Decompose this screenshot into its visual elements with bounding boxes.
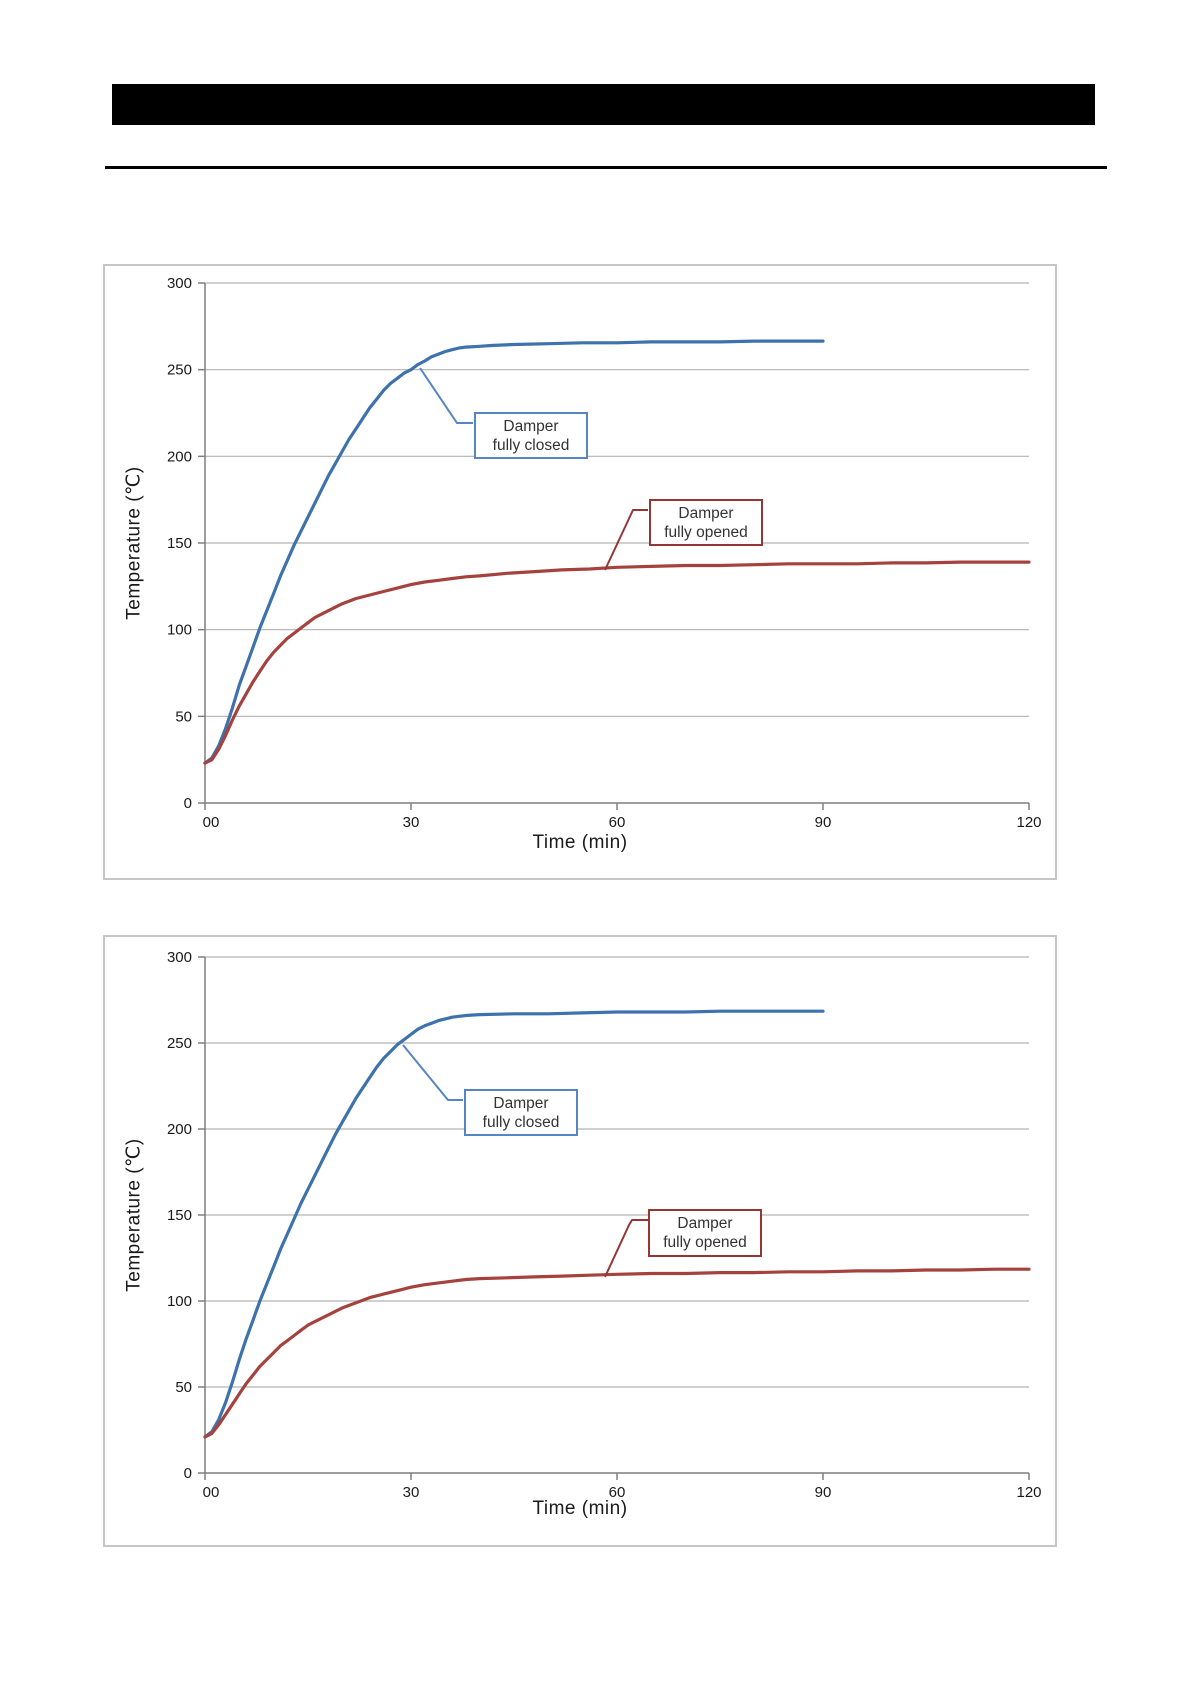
y-tick-label: 50 (175, 1379, 192, 1396)
y-tick-label: 0 (184, 795, 192, 812)
y-axis-title-top: Temperature (℃) (123, 466, 145, 620)
x-tick-label: 00 (203, 1484, 220, 1501)
series-line-damper-fully-opened (203, 560, 1031, 765)
callout-box-damper-fully-opened (648, 1209, 762, 1257)
series-line-damper-fully-closed (203, 1009, 825, 1439)
y-tick-label: 150 (167, 1207, 192, 1224)
y-axis-title-bottom: Temperature (℃) (123, 1138, 145, 1292)
x-axis-title-top: Time (min) (532, 832, 628, 853)
callout-label-damper-fully-opened: fully opened (664, 524, 748, 541)
callout-label-damper-fully-closed: fully closed (483, 1114, 560, 1131)
y-tick-label: 200 (167, 448, 192, 465)
series-line-damper-fully-closed (203, 339, 825, 765)
y-tick-label: 50 (175, 708, 192, 725)
x-tick-label: 30 (403, 1484, 420, 1501)
callout-line-damper-fully-opened (604, 509, 648, 571)
temperature-chart-top: 0 50 100 150 200 250 300 00 30 60 90 120 Damper fully… (167, 275, 1042, 831)
callout-label-damper-fully-opened: Damper (678, 505, 733, 522)
callout-line-damper-fully-closed (402, 1044, 463, 1101)
callout-box-damper-fully-closed (464, 1089, 578, 1136)
y-tick-label: 300 (167, 275, 192, 292)
temperature-chart-bottom: 0 50 100 150 200 250 300 00 30 60 90 120 Damper fully… (167, 949, 1042, 1501)
divider-rule (105, 166, 1107, 169)
x-tick-label: 60 (609, 1484, 626, 1501)
y-tick-label: 300 (167, 949, 192, 966)
callout-label-damper-fully-opened: fully opened (663, 1234, 747, 1251)
x-axis-title-bottom: Time (min) (532, 1498, 628, 1519)
x-tick-label: 30 (403, 814, 420, 831)
callout-box-damper-fully-closed (474, 412, 588, 459)
chart-panel-top: 0 50 100 150 200 250 300 00 30 60 90 120 Damper fully… (103, 264, 1057, 880)
callout-line-damper-fully-closed (419, 367, 473, 424)
y-tick-label: 0 (184, 1465, 192, 1482)
redacted-title-bar (112, 84, 1095, 125)
series-line-damper-fully-opened (203, 1267, 1031, 1439)
callout-label-damper-fully-closed: Damper (493, 1095, 548, 1112)
x-tick-label: 120 (1016, 814, 1041, 831)
y-tick-label: 250 (167, 1035, 192, 1052)
callout-label-damper-fully-opened: Damper (677, 1215, 732, 1232)
x-tick-label: 120 (1016, 1484, 1041, 1501)
y-tick-label: 250 (167, 362, 192, 379)
y-tick-label: 100 (167, 1293, 192, 1310)
x-tick-label: 90 (815, 1484, 832, 1501)
y-tick-label: 200 (167, 1121, 192, 1138)
callout-line-damper-fully-opened (604, 1219, 648, 1278)
chart-panel-bottom: 0 50 100 150 200 250 300 00 30 60 90 120 Damper fully… (103, 935, 1057, 1547)
callout-label-damper-fully-closed: fully closed (493, 437, 570, 454)
y-tick-label: 150 (167, 535, 192, 552)
y-tick-label: 100 (167, 622, 192, 639)
x-tick-label: 90 (815, 814, 832, 831)
x-tick-label: 00 (203, 814, 220, 831)
x-tick-label: 60 (609, 814, 626, 831)
callout-label-damper-fully-closed: Damper (503, 418, 558, 435)
callout-box-damper-fully-opened (649, 499, 763, 546)
